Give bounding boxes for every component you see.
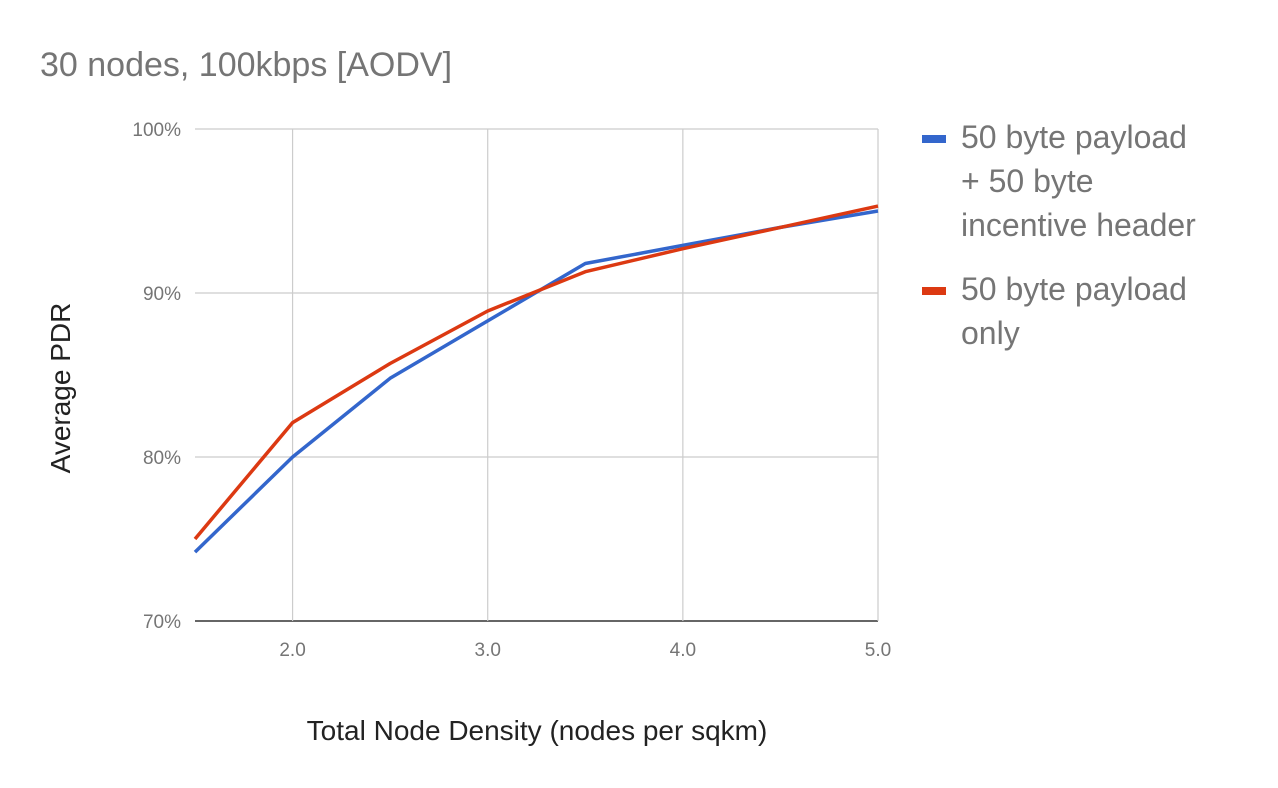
y-axis-ticks: 70% 80% 90% 100% bbox=[132, 120, 181, 633]
x-axis-ticks: 2.0 3.0 4.0 5.0 bbox=[279, 640, 891, 661]
y-tick-label: 70% bbox=[143, 612, 181, 633]
y-tick-label: 90% bbox=[143, 284, 181, 305]
legend-label: 50 byte payload only bbox=[961, 271, 1187, 351]
series-line bbox=[193, 209, 879, 554]
legend-label: 50 byte payload + 50 byte incentive header bbox=[961, 119, 1196, 243]
series-lines bbox=[193, 204, 879, 554]
y-axis-title: Average PDR bbox=[45, 303, 76, 474]
legend-swatch bbox=[922, 135, 946, 143]
y-tick-label: 80% bbox=[143, 448, 181, 469]
x-tick-label: 3.0 bbox=[475, 640, 501, 661]
grid-lines bbox=[195, 128, 879, 622]
x-tick-label: 5.0 bbox=[865, 640, 891, 661]
legend: 50 byte payload + 50 byte incentive header… bbox=[922, 119, 1196, 351]
x-tick-label: 2.0 bbox=[279, 640, 305, 661]
x-tick-label: 4.0 bbox=[670, 640, 696, 661]
x-axis-title: Total Node Density (nodes per sqkm) bbox=[307, 715, 768, 746]
y-tick-label: 100% bbox=[132, 120, 181, 141]
series-line bbox=[193, 204, 879, 541]
chart-title: 30 nodes, 100kbps [AODV] bbox=[40, 46, 452, 84]
legend-swatch bbox=[922, 287, 946, 295]
